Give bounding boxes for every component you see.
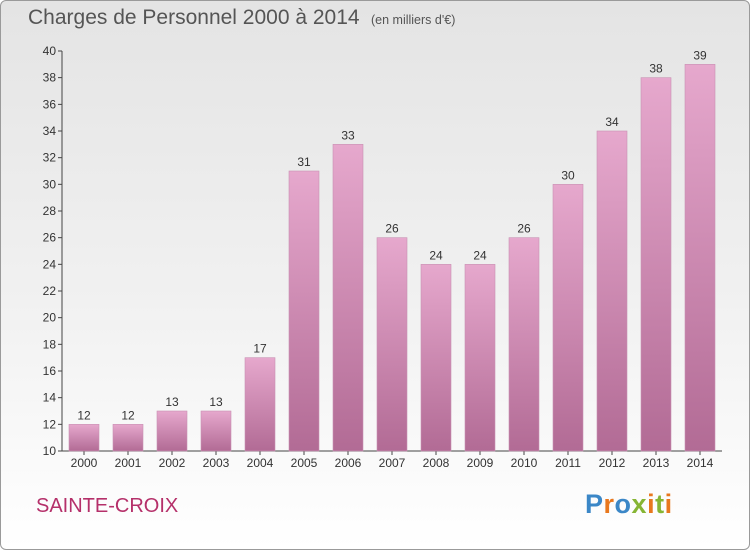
y-tick-label: 34 [43, 124, 57, 138]
y-tick-label: 18 [43, 337, 57, 351]
proxiti-logo: Proxiti [585, 489, 673, 520]
bar-value-label: 12 [77, 408, 91, 422]
y-tick-label: 32 [43, 151, 57, 165]
logo-letter: x [631, 489, 648, 519]
bar-value-label: 33 [341, 128, 355, 142]
bar [156, 410, 188, 452]
bar [200, 410, 232, 452]
x-tick-label: 2006 [335, 456, 362, 470]
x-tick-label: 2012 [599, 456, 626, 470]
y-tick-label: 14 [43, 391, 57, 405]
y-tick-label: 30 [43, 177, 57, 191]
logo-letter: r [603, 489, 615, 519]
x-tick-label: 2010 [511, 456, 538, 470]
y-tick-label: 16 [43, 364, 57, 378]
logo-letter: i [664, 489, 673, 519]
bar-value-label: 13 [165, 395, 179, 409]
bar [684, 64, 716, 452]
bar-value-label: 31 [297, 155, 311, 169]
x-tick-label: 2009 [467, 456, 494, 470]
y-tick-label: 10 [43, 444, 57, 458]
bar [640, 77, 672, 452]
bar-value-label: 26 [385, 222, 399, 236]
y-tick-label: 24 [43, 257, 57, 271]
y-tick-label: 40 [43, 44, 57, 58]
bar-value-label: 17 [253, 342, 267, 356]
y-tick-label: 28 [43, 204, 57, 218]
logo-letter: o [614, 489, 632, 519]
y-tick-label: 38 [43, 71, 57, 85]
x-tick-label: 2007 [379, 456, 406, 470]
y-tick-label: 26 [43, 231, 57, 245]
logo-letter: i [647, 489, 656, 519]
y-tick-label: 20 [43, 311, 57, 325]
x-tick-label: 2003 [203, 456, 230, 470]
bar-value-label: 30 [561, 168, 575, 182]
bar [288, 170, 320, 452]
bar-value-label: 24 [473, 248, 487, 262]
bar-value-label: 38 [649, 62, 663, 76]
bar [332, 144, 364, 452]
bar [244, 357, 276, 452]
chart-subtitle: (en milliers d'€) [371, 13, 456, 27]
logo-letter: P [585, 489, 604, 519]
bar [68, 424, 100, 452]
bar [112, 424, 144, 452]
bar-value-label: 26 [517, 222, 531, 236]
commune-name: SAINTE-CROIX [36, 495, 179, 517]
bar [464, 264, 496, 452]
y-tick-label: 22 [43, 284, 57, 298]
bar-value-label: 13 [209, 395, 223, 409]
bar-value-label: 12 [121, 408, 135, 422]
bar [420, 264, 452, 452]
x-tick-label: 2002 [159, 456, 186, 470]
x-tick-label: 2001 [115, 456, 142, 470]
x-tick-label: 2004 [247, 456, 274, 470]
x-tick-label: 2005 [291, 456, 318, 470]
y-tick-label: 36 [43, 97, 57, 111]
x-tick-label: 2008 [423, 456, 450, 470]
bar-value-label: 24 [429, 248, 443, 262]
bar [596, 130, 628, 452]
chart-title: Charges de Personnel 2000 à 2014 [28, 6, 360, 29]
x-tick-label: 2011 [555, 456, 581, 470]
bar-value-label: 39 [693, 48, 707, 62]
bar [508, 237, 540, 452]
y-tick-label: 12 [43, 417, 57, 431]
bar [376, 237, 408, 452]
bar-value-label: 34 [605, 115, 619, 129]
bar [552, 184, 584, 452]
x-tick-label: 2014 [687, 456, 714, 470]
logo-letter: t [655, 489, 665, 519]
x-tick-label: 2013 [643, 456, 670, 470]
x-tick-label: 2000 [71, 456, 98, 470]
